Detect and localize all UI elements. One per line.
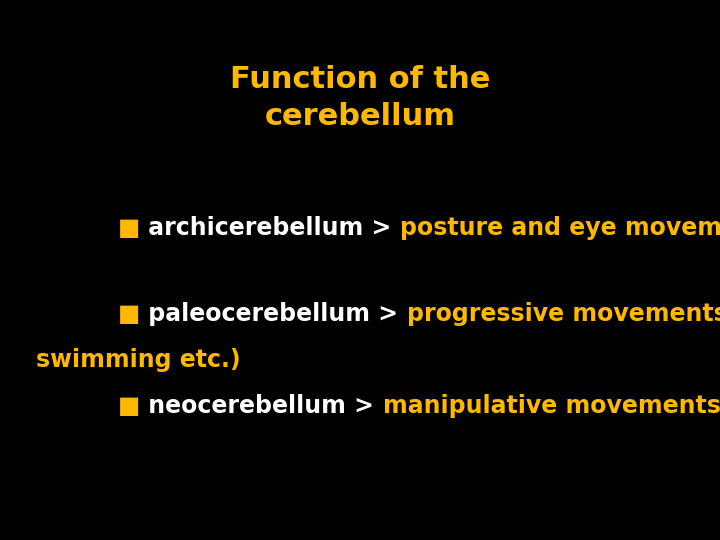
Text: Function of the
cerebellum: Function of the cerebellum bbox=[230, 65, 490, 131]
Text: archicerebellum >: archicerebellum > bbox=[140, 216, 400, 240]
Text: progressive movements (walking,: progressive movements (walking, bbox=[407, 302, 720, 326]
Text: manipulative movements and speech: manipulative movements and speech bbox=[382, 394, 720, 418]
Text: ■: ■ bbox=[118, 302, 140, 326]
Text: posture and eye movements: posture and eye movements bbox=[400, 216, 720, 240]
Text: paleocerebellum >: paleocerebellum > bbox=[140, 302, 407, 326]
Text: swimming etc.): swimming etc.) bbox=[36, 348, 240, 372]
Text: ■: ■ bbox=[118, 394, 140, 418]
Text: ■: ■ bbox=[118, 216, 140, 240]
Text: neocerebellum >: neocerebellum > bbox=[140, 394, 382, 418]
